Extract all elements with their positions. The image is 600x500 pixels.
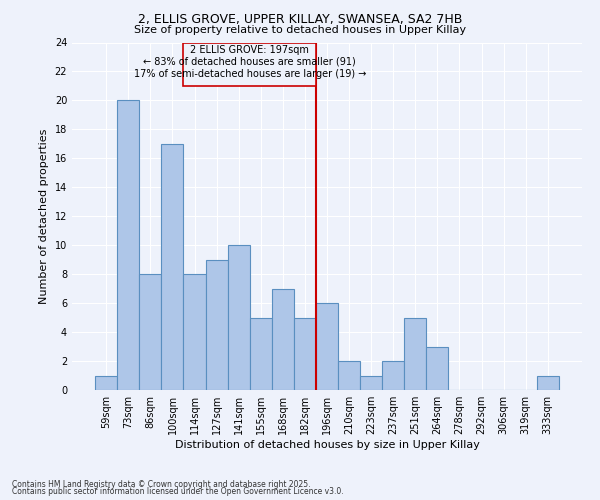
Bar [537, 376, 559, 390]
Bar [404, 318, 427, 390]
Bar [139, 274, 161, 390]
Bar [117, 100, 139, 390]
Bar [427, 346, 448, 390]
Y-axis label: Number of detached properties: Number of detached properties [39, 128, 49, 304]
Bar [272, 288, 294, 390]
Bar [316, 303, 338, 390]
Text: Contains public sector information licensed under the Open Government Licence v3: Contains public sector information licen… [12, 487, 344, 496]
Bar [338, 361, 360, 390]
Bar [382, 361, 404, 390]
Text: 2, ELLIS GROVE, UPPER KILLAY, SWANSEA, SA2 7HB: 2, ELLIS GROVE, UPPER KILLAY, SWANSEA, S… [138, 12, 462, 26]
Bar [227, 245, 250, 390]
Text: 2 ELLIS GROVE: 197sqm: 2 ELLIS GROVE: 197sqm [190, 46, 309, 56]
Bar [161, 144, 184, 390]
Bar [95, 376, 117, 390]
Bar [294, 318, 316, 390]
FancyBboxPatch shape [184, 42, 316, 86]
Bar [206, 260, 227, 390]
Text: ← 83% of detached houses are smaller (91): ← 83% of detached houses are smaller (91… [143, 57, 356, 67]
Bar [360, 376, 382, 390]
X-axis label: Distribution of detached houses by size in Upper Killay: Distribution of detached houses by size … [175, 440, 479, 450]
Text: Size of property relative to detached houses in Upper Killay: Size of property relative to detached ho… [134, 25, 466, 35]
Text: Contains HM Land Registry data © Crown copyright and database right 2025.: Contains HM Land Registry data © Crown c… [12, 480, 311, 489]
Text: 17% of semi-detached houses are larger (19) →: 17% of semi-detached houses are larger (… [134, 68, 366, 78]
Bar [250, 318, 272, 390]
Bar [184, 274, 206, 390]
